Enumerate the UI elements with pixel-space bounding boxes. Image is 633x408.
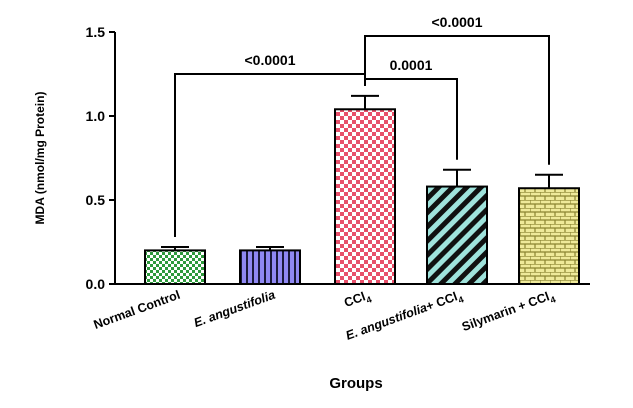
y-tick-label: 1.5	[86, 24, 106, 40]
significance-label: 0.0001	[390, 57, 433, 73]
bar	[239, 249, 301, 285]
significance-label: <0.0001	[245, 52, 296, 68]
bar	[426, 185, 488, 285]
y-tick-label: 0.5	[86, 192, 106, 208]
x-axis-label: Groups	[329, 375, 382, 392]
y-axis-label: MDA (nmol/mg Protein)	[33, 92, 47, 225]
y-tick-label: 0.0	[86, 276, 106, 292]
y-tick-label: 1.0	[86, 108, 106, 124]
bar	[144, 249, 206, 285]
bars	[144, 108, 580, 286]
significance-brackets: <0.0001 0.0001 <0.0001	[174, 14, 550, 238]
category-label: Silymarin + CCl4	[460, 288, 557, 337]
bar	[334, 108, 396, 285]
category-label: CCl4	[342, 288, 373, 313]
bar	[518, 187, 580, 286]
error-bars	[161, 94, 563, 251]
significance-label: <0.0001	[432, 14, 483, 30]
significance-bracket	[364, 35, 550, 165]
category-label: Normal Control	[92, 288, 182, 332]
category-label: E. angustifolia	[192, 288, 277, 330]
y-ticks: 0.0 0.5 1.0 1.5	[86, 24, 115, 292]
